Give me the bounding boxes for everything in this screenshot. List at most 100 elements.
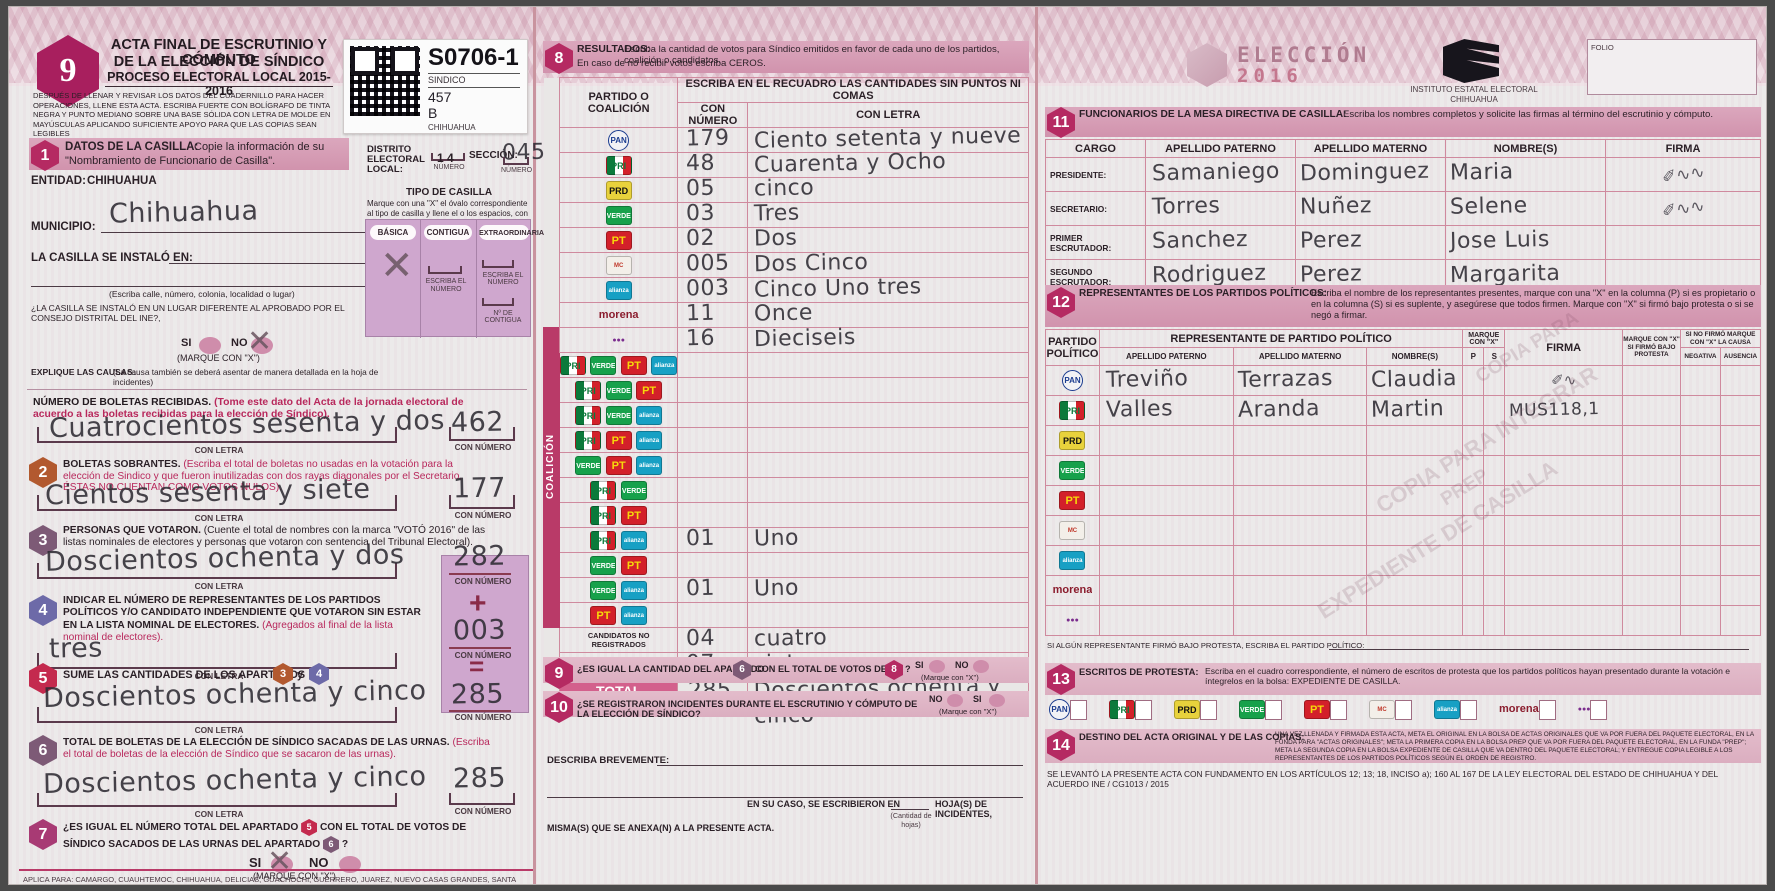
protest-count-box[interactable]: [1590, 699, 1608, 720]
extra-numero-cell[interactable]: 04: [677, 626, 749, 653]
rep-materno-cell[interactable]: [1232, 485, 1368, 516]
party-letra-cell[interactable]: Dos: [747, 226, 1029, 253]
party-letra-cell[interactable]: Cuarenta y Ocho: [747, 149, 1029, 178]
official-firma-cell[interactable]: ✐∿∿: [1605, 191, 1761, 226]
official-nombre-cell[interactable]: Selene: [1445, 191, 1606, 226]
rep-nombre-cell[interactable]: [1366, 515, 1464, 546]
coalition-letra-cell[interactable]: Uno: [747, 526, 1029, 553]
rep-protesta-cell[interactable]: [1622, 365, 1681, 396]
party-numero-cell[interactable]: 16: [677, 326, 749, 353]
rep-materno-cell[interactable]: [1232, 545, 1368, 576]
coalition-letra-cell[interactable]: [747, 402, 1029, 428]
party-numero-cell[interactable]: 05: [677, 176, 749, 203]
rep-nombre-cell[interactable]: [1366, 575, 1464, 606]
tipo-option-basica[interactable]: BÁSICA: [370, 225, 416, 240]
party-letra-cell[interactable]: Tres: [747, 201, 1029, 228]
rep-paterno-cell[interactable]: [1098, 605, 1234, 636]
party-letra-cell[interactable]: Dos Cinco: [747, 250, 1029, 278]
rep-p-cell[interactable]: [1462, 545, 1485, 576]
rep-nombre-cell[interactable]: [1366, 455, 1464, 486]
protest-count-box[interactable]: [1330, 699, 1347, 720]
party-numero-cell[interactable]: 003: [677, 276, 749, 303]
rep-ausencia-cell[interactable]: [1719, 605, 1762, 636]
section2-numero[interactable]: 177: [452, 472, 507, 505]
municipio-value[interactable]: Chihuahua: [108, 195, 259, 230]
party-numero-cell[interactable]: 11: [677, 301, 749, 328]
rep-p-cell[interactable]: [1462, 365, 1485, 396]
rep-negativa-cell[interactable]: [1679, 605, 1721, 636]
rep-nombre-cell[interactable]: [1366, 545, 1464, 576]
rep-paterno-cell[interactable]: [1098, 485, 1234, 516]
coalition-numero-cell[interactable]: [677, 377, 749, 403]
rep-negativa-cell[interactable]: [1679, 575, 1721, 606]
rep-s-cell[interactable]: [1483, 545, 1506, 576]
folio-box[interactable]: FOLIO: [1587, 39, 1757, 95]
protest-note-line[interactable]: [1329, 649, 1749, 650]
rep-paterno-cell[interactable]: [1098, 455, 1234, 486]
rep-s-cell[interactable]: [1483, 425, 1506, 456]
rep-materno-cell[interactable]: [1232, 455, 1368, 486]
official-firma-cell[interactable]: [1605, 225, 1761, 260]
coalition-numero-cell[interactable]: 01: [677, 526, 749, 553]
rep-paterno-cell[interactable]: [1098, 575, 1234, 606]
rep-protesta-cell[interactable]: [1622, 485, 1681, 516]
coalition-numero-cell[interactable]: [677, 452, 749, 478]
rep-materno-cell[interactable]: [1232, 575, 1368, 606]
party-numero-cell[interactable]: 02: [677, 226, 749, 253]
rep-ausencia-cell[interactable]: [1719, 425, 1762, 456]
rep-ausencia-cell[interactable]: [1719, 485, 1762, 516]
party-letra-cell[interactable]: Once: [747, 300, 1029, 328]
section5-numero[interactable]: 285: [450, 678, 505, 711]
rep-s-cell[interactable]: [1483, 575, 1506, 606]
protest-count-box[interactable]: [1070, 699, 1087, 720]
rep-protesta-cell[interactable]: [1622, 545, 1681, 576]
coalition-letra-cell[interactable]: [747, 352, 1029, 378]
official-firma-cell[interactable]: ✐∿∿: [1605, 157, 1761, 192]
rep-materno-cell[interactable]: Terrazas: [1232, 365, 1368, 396]
coalition-letra-cell[interactable]: [747, 552, 1029, 578]
section9-si-oval[interactable]: [929, 660, 945, 673]
rep-nombre-cell[interactable]: Claudia: [1366, 365, 1464, 396]
protest-count-box[interactable]: [1200, 699, 1217, 720]
rep-p-cell[interactable]: [1462, 485, 1485, 516]
rep-protesta-cell[interactable]: [1622, 455, 1681, 486]
rep-negativa-cell[interactable]: [1679, 545, 1721, 576]
rep-protesta-cell[interactable]: [1622, 605, 1681, 636]
rep-materno-cell[interactable]: [1232, 425, 1368, 456]
rep-paterno-cell[interactable]: Valles: [1098, 395, 1234, 426]
coalition-numero-cell[interactable]: [677, 477, 749, 503]
rep-ausencia-cell[interactable]: [1719, 545, 1762, 576]
party-letra-cell[interactable]: cinco: [747, 175, 1029, 203]
protest-count-box[interactable]: [1135, 699, 1152, 720]
rep-ausencia-cell[interactable]: [1719, 575, 1762, 606]
rep-paterno-cell[interactable]: [1098, 545, 1234, 576]
rep-ausencia-cell[interactable]: [1719, 365, 1762, 396]
rep-protesta-cell[interactable]: [1622, 515, 1681, 546]
rep-ausencia-cell[interactable]: [1719, 515, 1762, 546]
coalition-numero-cell[interactable]: [677, 602, 749, 628]
party-numero-cell[interactable]: 48: [677, 151, 749, 178]
rep-p-cell[interactable]: [1462, 575, 1485, 606]
diferente-si-oval[interactable]: [199, 337, 221, 354]
rep-negativa-cell[interactable]: [1679, 365, 1721, 396]
rep-protesta-cell[interactable]: [1622, 575, 1681, 606]
rep-s-cell[interactable]: [1483, 455, 1506, 486]
coalition-numero-cell[interactable]: [677, 402, 749, 428]
official-materno-cell[interactable]: Perez: [1295, 225, 1446, 260]
tipo-option-contigua[interactable]: CONTIGUA: [424, 225, 472, 240]
section4-numero[interactable]: 003: [452, 614, 507, 647]
rep-firma-cell[interactable]: [1504, 485, 1624, 516]
rep-nombre-cell[interactable]: Martin: [1366, 395, 1464, 426]
rep-firma-cell[interactable]: [1504, 575, 1624, 606]
official-paterno-cell[interactable]: Torres: [1145, 191, 1296, 226]
rep-s-cell[interactable]: [1483, 365, 1506, 396]
rep-paterno-cell[interactable]: [1098, 515, 1234, 546]
section10-si-oval[interactable]: [989, 694, 1005, 707]
party-numero-cell[interactable]: 005: [677, 251, 749, 278]
coalition-numero-cell[interactable]: [677, 352, 749, 378]
rep-paterno-cell[interactable]: Treviño: [1098, 365, 1234, 396]
protest-count-box[interactable]: [1538, 699, 1556, 720]
rep-ausencia-cell[interactable]: [1719, 395, 1762, 426]
rep-firma-cell[interactable]: [1504, 605, 1624, 636]
section9-no-oval[interactable]: [973, 660, 989, 673]
